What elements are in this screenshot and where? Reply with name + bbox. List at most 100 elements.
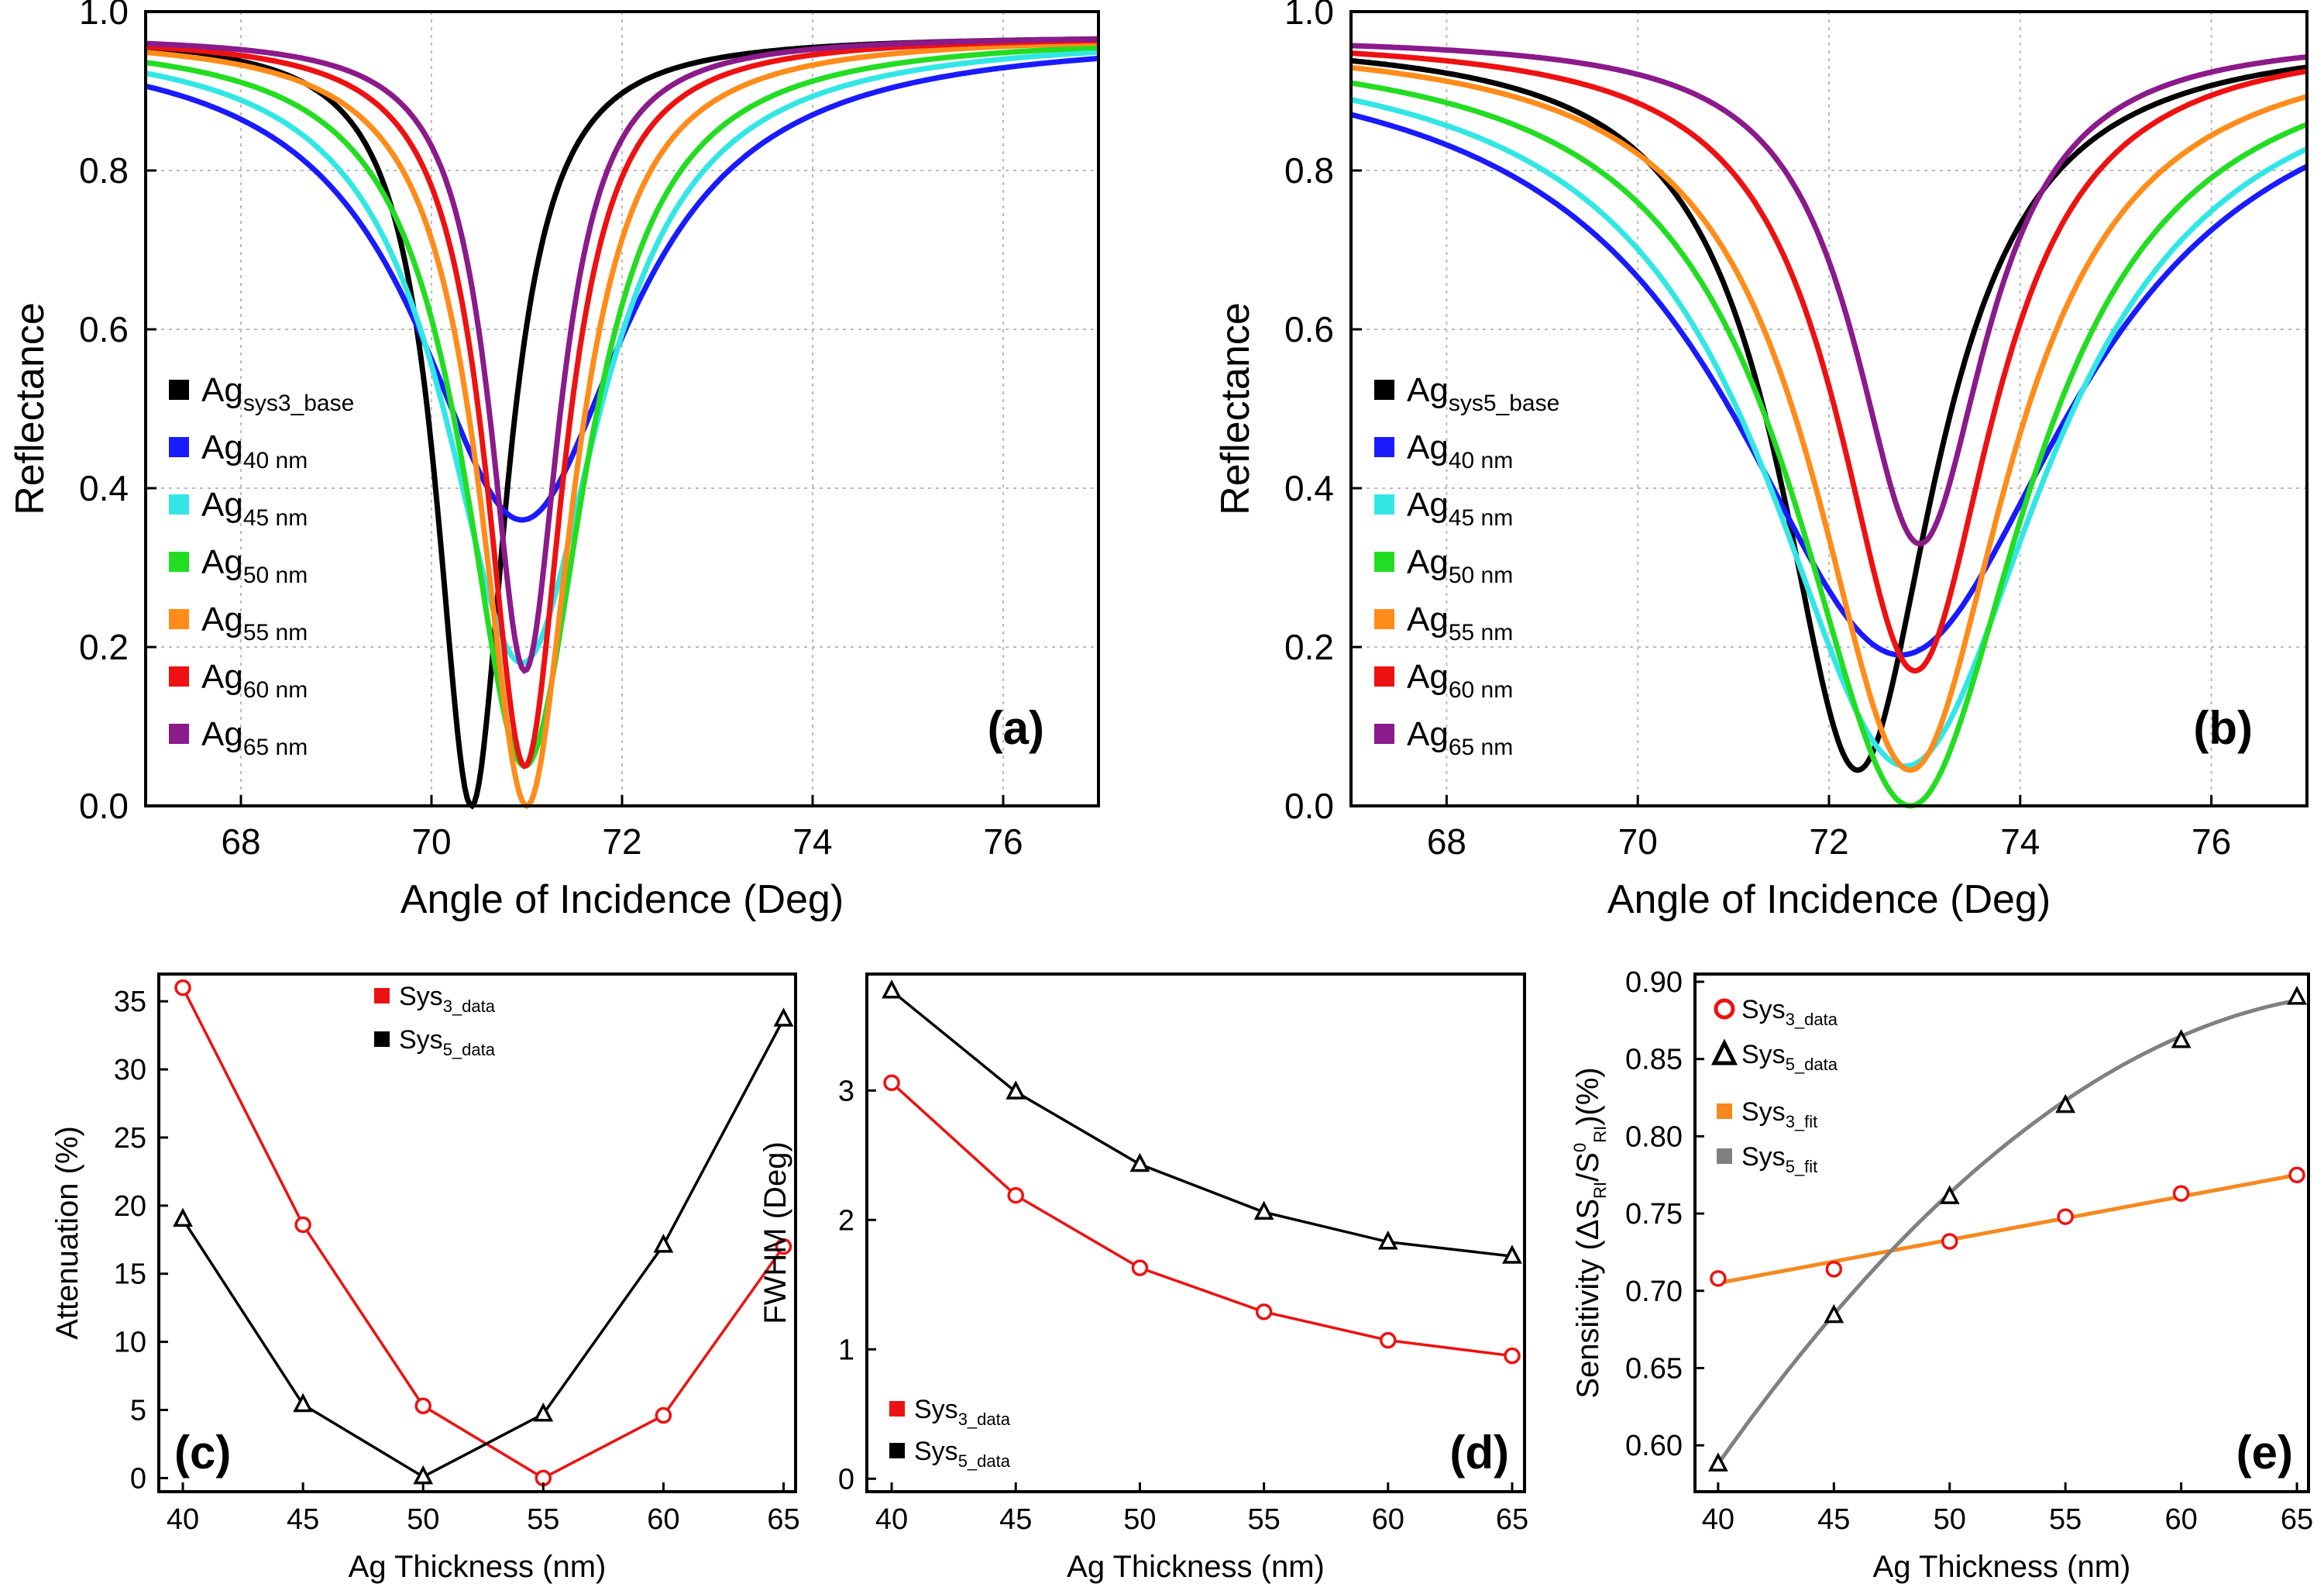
- x-tick-label-4: 76: [983, 821, 1023, 862]
- legend-entry-0-part-0: Sys: [1741, 995, 1786, 1024]
- y-tick-label-4: 0.80: [1625, 1121, 1683, 1153]
- data-point-0-2: [1131, 1259, 1149, 1276]
- x-tick-label-4: 60: [1372, 1503, 1404, 1536]
- y-axis-title-part-5: )(%): [1571, 1067, 1605, 1126]
- y-tick-label-7: 35: [114, 986, 146, 1018]
- legend-entry-0-part-0: Sys: [399, 982, 443, 1011]
- y-tick-label-5: 1.0: [1284, 0, 1334, 32]
- data-point-1-4: [653, 1234, 674, 1253]
- legend-entry-1-part-0: Ag: [201, 429, 243, 466]
- x-tick-label-4: 60: [647, 1503, 679, 1536]
- legend-swatch-5: [1374, 666, 1394, 687]
- legend-entry-4-part-0: Ag: [201, 601, 243, 639]
- panel-label: (b): [2193, 702, 2253, 754]
- y-axis-title-part-1: RI: [1590, 1182, 1610, 1199]
- legend-entry-6-part-1: 65 nm: [1449, 735, 1513, 760]
- legend-entry-6: Ag65 nm: [1407, 715, 1513, 760]
- y-tick-label-4: 0.8: [79, 150, 129, 191]
- legend-entry-0-part-1: sys5_base: [1449, 391, 1559, 416]
- legend-swatch-1: [1374, 437, 1394, 457]
- y-tick-label-0: 0.60: [1625, 1430, 1683, 1462]
- x-tick-label-0: 68: [1427, 821, 1466, 862]
- x-tick-label-0: 40: [167, 1503, 199, 1536]
- legend-entry-3: Ag50 nm: [1407, 543, 1513, 588]
- series-line-1: [1350, 112, 2309, 658]
- legend-entry-3-part-1: 50 nm: [1449, 563, 1513, 588]
- panel-d: 40 45 50 55 60 65 0 1 2 3 Ag Thickness (nm) FWHM (D…: [758, 973, 1528, 1584]
- data-point-0-0: [174, 979, 191, 997]
- y-tick-label-6: 30: [114, 1054, 146, 1086]
- y-tick-label-3: 0.75: [1625, 1198, 1683, 1231]
- y-tick-label-1: 5: [130, 1395, 146, 1427]
- panel-b: 68 70 72 74 76 0.0 0.2 0.4 0.6 0.8 1.0 Angle of Inc…: [1213, 0, 2309, 922]
- legend-entry-0: Agsys3_base: [201, 371, 354, 416]
- legend-entry-1: Sys5_data: [399, 1025, 496, 1059]
- legend-swatch-1: [374, 1031, 390, 1047]
- panel-c: 40 45 50 55 60 65 0 5 10 15 20 25 30 35 Ag Thickness (…: [50, 973, 800, 1584]
- legend-entry-5: Ag60 nm: [1407, 658, 1513, 703]
- legend-entry-1-part-1: 5_data: [443, 1040, 496, 1059]
- x-axis-title: Ag Thickness (nm): [1067, 1550, 1325, 1584]
- legend-entry-1: Ag40 nm: [1407, 429, 1513, 473]
- legend-entry-1-part-1: 40 nm: [1449, 448, 1513, 473]
- y-tick-label-0: 0: [838, 1463, 854, 1496]
- data-point-0-4: [1380, 1331, 1397, 1349]
- legend-entry-0-part-1: 3_data: [958, 1410, 1011, 1429]
- legend-swatch-1: [889, 1443, 905, 1458]
- legend-entry-0-part-1: 3_data: [1786, 1010, 1838, 1029]
- series-line-0: [890, 1082, 1513, 1358]
- legend-entry-1: Ag40 nm: [201, 429, 308, 473]
- x-axis-title: Ag Thickness (nm): [349, 1550, 607, 1584]
- data-point-0-4: [2172, 1185, 2190, 1202]
- series-line-3: [145, 44, 1099, 769]
- y-tick-label-3: 3: [838, 1075, 854, 1107]
- legend-swatch-6: [1374, 724, 1394, 744]
- x-tick-label-3: 74: [792, 821, 832, 862]
- x-tick-label-3: 55: [527, 1503, 559, 1536]
- y-tick-label-0: 0.0: [79, 786, 129, 826]
- legend-entry-3-part-1: 50 nm: [243, 563, 308, 588]
- legend-swatch-2: [169, 494, 189, 515]
- legend-entry-2-part-0: Ag: [1407, 486, 1449, 524]
- y-axis-title: Reflectance: [1213, 302, 1258, 515]
- legend-swatch-4: [169, 609, 189, 629]
- series-line-1: [181, 1018, 786, 1479]
- legend-entry-0: Sys3_data: [914, 1395, 1011, 1429]
- y-tick-label-2: 0.70: [1625, 1275, 1683, 1308]
- y-tick-label-3: 0.6: [79, 309, 129, 349]
- x-tick-label-4: 60: [2164, 1503, 2197, 1536]
- legend-swatch-2: [1717, 1103, 1732, 1119]
- data-point-1-0: [882, 979, 902, 999]
- series-line-5: [1350, 50, 2308, 674]
- data-point-1-0: [173, 1207, 193, 1227]
- legend-entry-1: Sys5_data: [1741, 1040, 1838, 1074]
- data-point-1-5: [773, 1007, 794, 1027]
- legend-entry-1-part-1: 5_data: [1786, 1055, 1838, 1074]
- x-tick-label-3: 74: [2000, 821, 2040, 862]
- x-tick-label-0: 68: [221, 821, 260, 862]
- legend-swatch-3: [1717, 1148, 1732, 1164]
- legend-swatch-0: [1374, 380, 1394, 400]
- data-point-1-4: [1377, 1230, 1398, 1250]
- legend-entry-4-part-0: Ag: [1407, 601, 1449, 639]
- y-tick-label-2: 0.4: [1284, 468, 1334, 508]
- legend-entry-1-part-0: Sys: [914, 1437, 958, 1466]
- legend-entry-2-part-0: Ag: [201, 486, 243, 524]
- legend-entry-5-part-1: 60 nm: [1449, 677, 1513, 703]
- series-line-0: [181, 986, 785, 1480]
- data-point-1-0: [1707, 1452, 1728, 1472]
- legend-entry-1-part-1: 40 nm: [243, 448, 308, 473]
- y-tick-label-0: 0.0: [1284, 786, 1334, 826]
- plot-frame: [865, 973, 1526, 1493]
- legend-entry-1-part-0: Sys: [1741, 1040, 1786, 1069]
- data-point-0-5: [1504, 1347, 1521, 1365]
- legend-swatch-3: [1374, 552, 1394, 572]
- y-axis-title: Attenuation (%): [50, 1126, 84, 1340]
- data-point-1-1: [293, 1392, 314, 1413]
- x-tick-label-2: 50: [1934, 1503, 1966, 1536]
- legend-entry-3-part-0: Sys: [1741, 1142, 1786, 1172]
- data-point-0-1: [294, 1216, 311, 1234]
- legend-entry-1: Sys5_data: [914, 1437, 1011, 1471]
- legend-entry-1-part-1: 5_data: [958, 1451, 1011, 1471]
- data-point-1-3: [1253, 1200, 1274, 1220]
